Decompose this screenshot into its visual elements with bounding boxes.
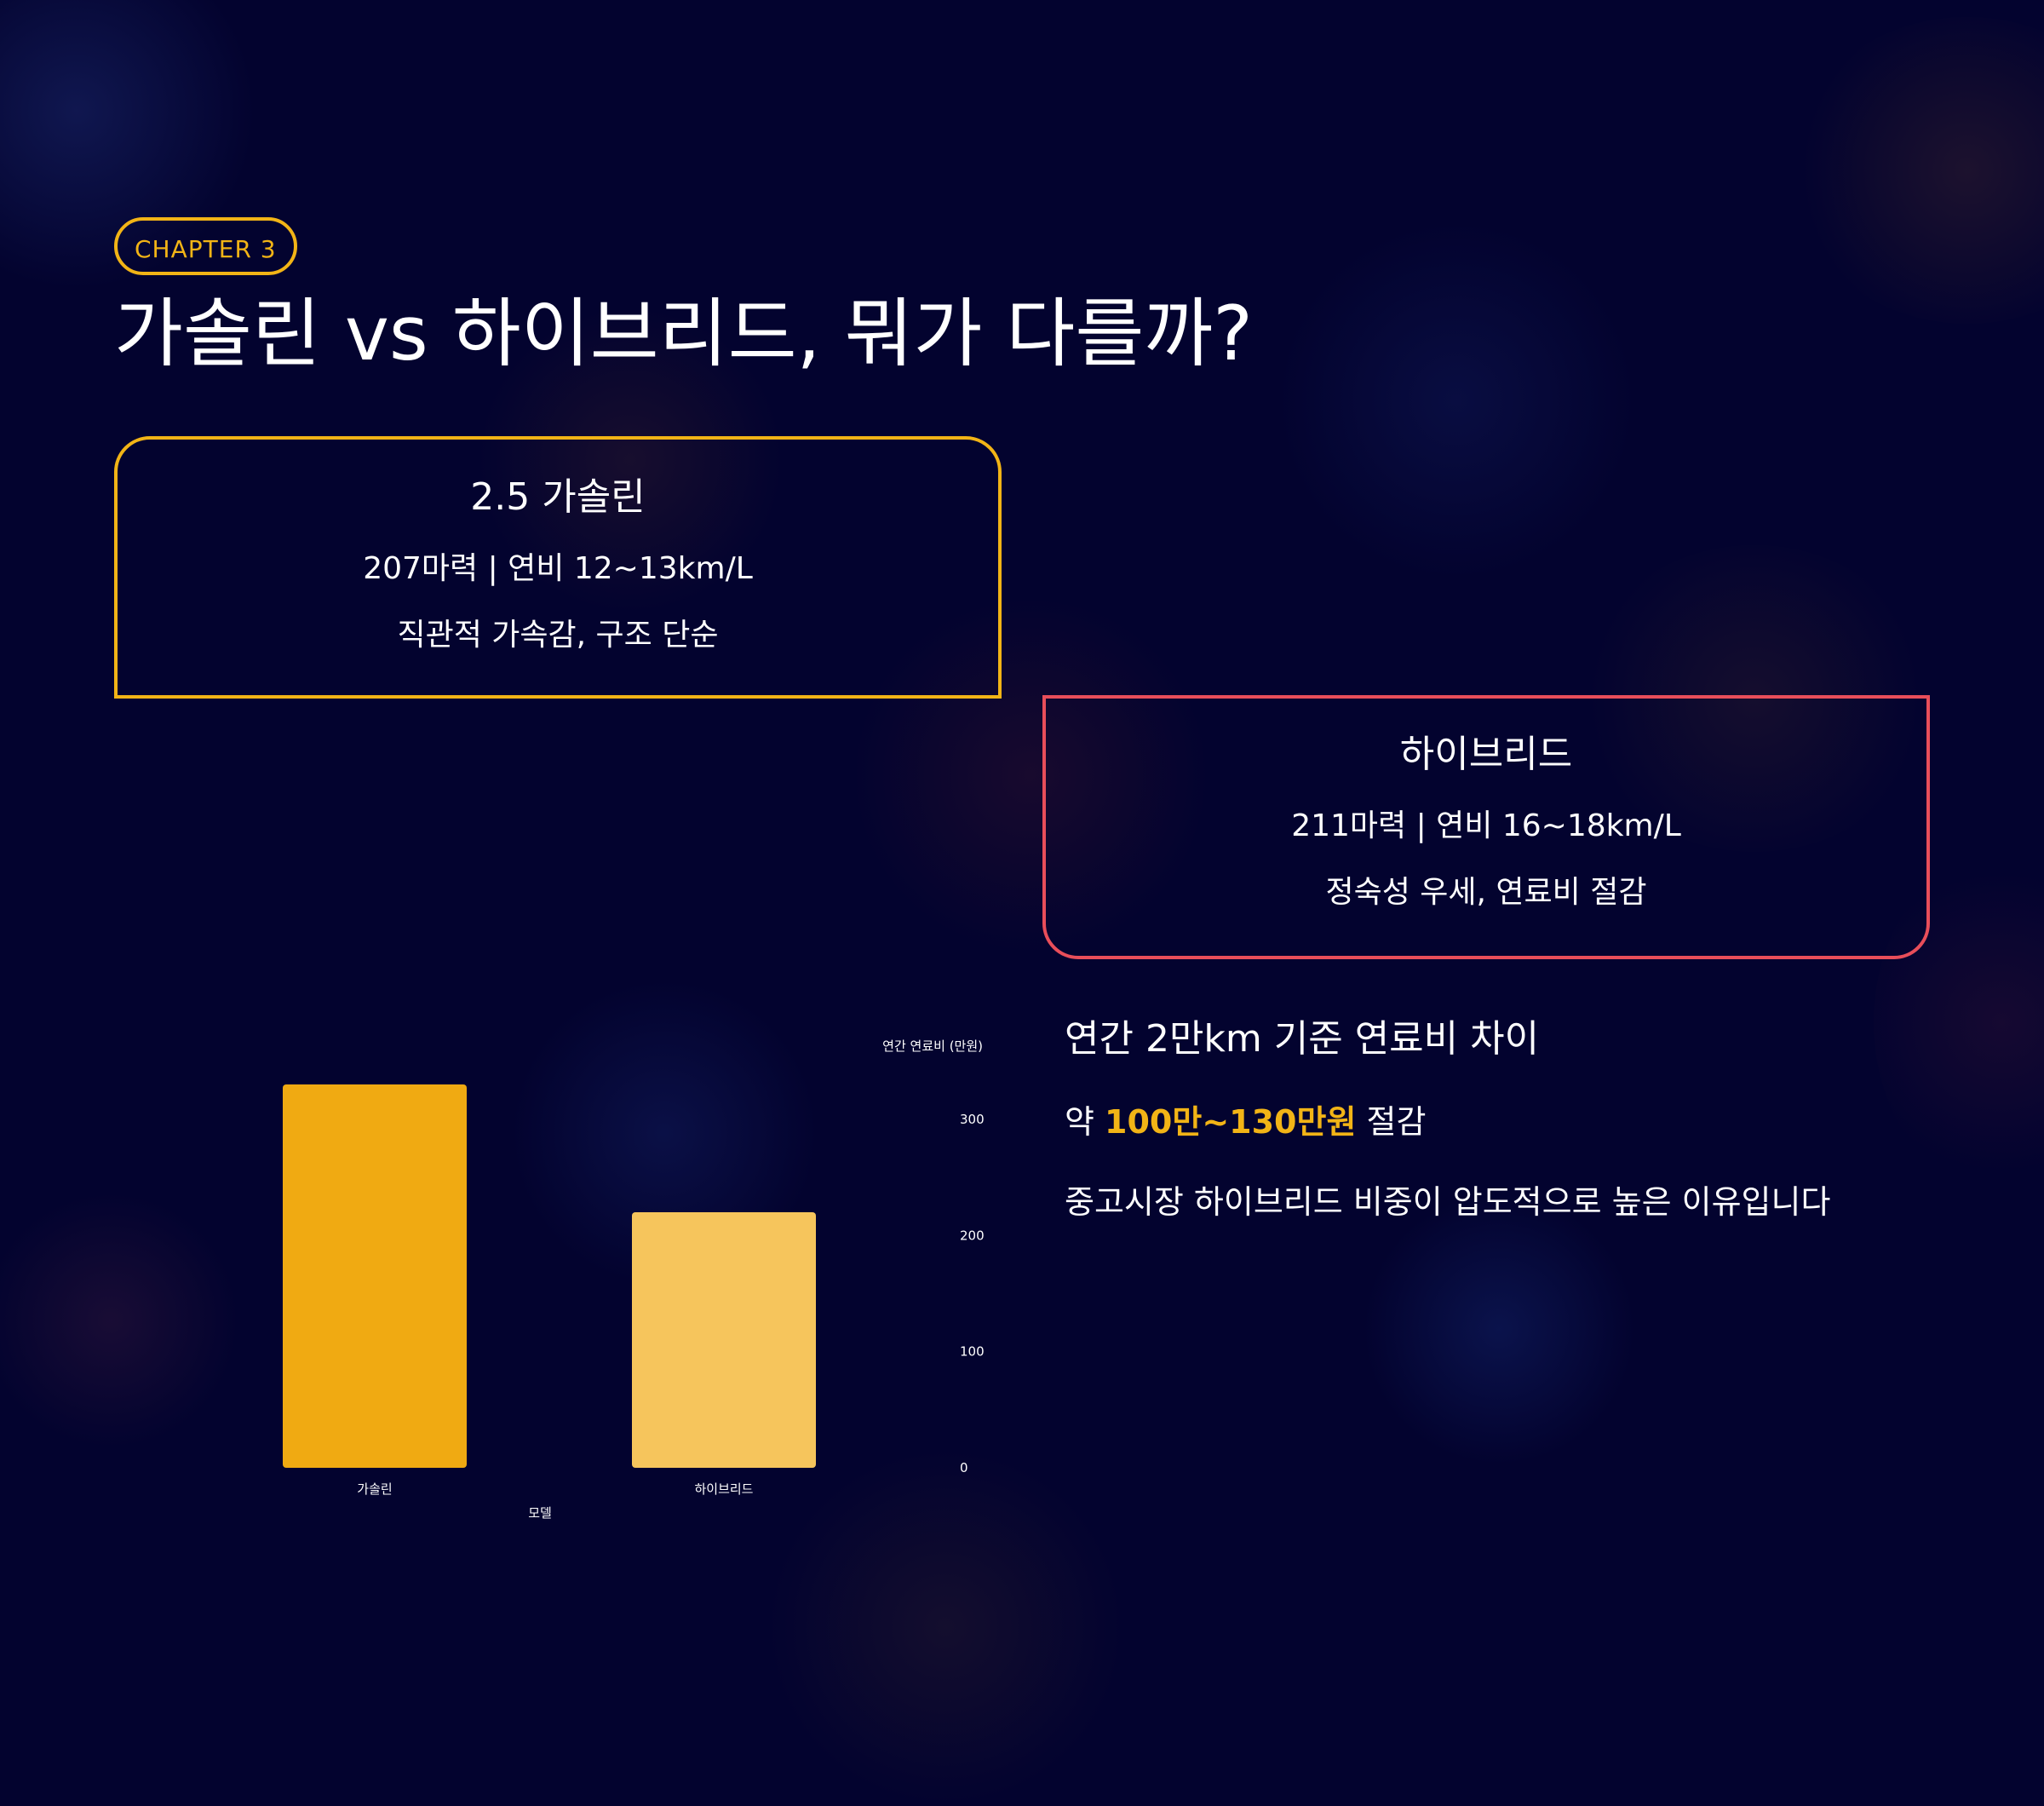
y-tick-label: 100 [960, 1344, 985, 1360]
gasoline-card-title: 2.5 가솔린 [470, 475, 646, 519]
summary-reason: 중고시장 하이브리드 비중이 압도적으로 높은 이유입니다 [1065, 1183, 1831, 1221]
gasoline-card-spec: 207마력 | 연비 12~13km/L [363, 551, 753, 586]
saving-suffix: 절감 [1356, 1103, 1427, 1141]
y-tick-label: 0 [960, 1460, 968, 1475]
page-title: 가솔린 vs 하이브리드, 뭐가 다를까? [114, 290, 1253, 377]
x-axis-label: 모델 [528, 1505, 552, 1521]
gasoline-card-feature: 직관적 가속감, 구조 단순 [397, 618, 719, 653]
y-axis-label: 연간 연료비 (만원) [882, 1038, 983, 1054]
hybrid-card-spec: 211마력 | 연비 16~18km/L [1291, 808, 1681, 843]
gasoline-card: 2.5 가솔린 207마력 | 연비 12~13km/L 직관적 가속감, 구조… [114, 436, 1002, 699]
summary-heading: 연간 2만km 기준 연료비 차이 [1065, 1017, 1540, 1061]
fuel-summary: 연간 2만km 기준 연료비 차이 약 100만~130만원 절감 중고시장 하… [1065, 1014, 1830, 1223]
chart-marks: 가솔린 하이브리드 0 100 200 300 [283, 1084, 985, 1497]
y-tick-label: 200 [960, 1228, 985, 1243]
y-tick-label: 300 [960, 1112, 985, 1127]
x-tick-label: 하이브리드 [694, 1481, 753, 1497]
summary-saving: 약 100만~130만원 절감 [1065, 1101, 1830, 1143]
saving-prefix: 약 [1065, 1103, 1105, 1141]
bar-0 [283, 1084, 467, 1468]
bar-1 [632, 1212, 816, 1468]
fuel-cost-chart: 연간 연료비 (만원) 모델 가솔린 하이브리드 0 100 200 300 [283, 1038, 985, 1521]
hybrid-card: 하이브리드 211마력 | 연비 16~18km/L 정숙성 우세, 연료비 절… [1042, 695, 1930, 959]
x-tick-label: 가솔린 [357, 1481, 392, 1497]
hybrid-card-title: 하이브리드 [1399, 733, 1573, 776]
saving-highlight: 100만~130만원 [1105, 1103, 1357, 1141]
chapter-badge: CHAPTER 3 [114, 217, 297, 275]
hybrid-card-feature: 정숙성 우세, 연료비 절감 [1325, 875, 1647, 910]
